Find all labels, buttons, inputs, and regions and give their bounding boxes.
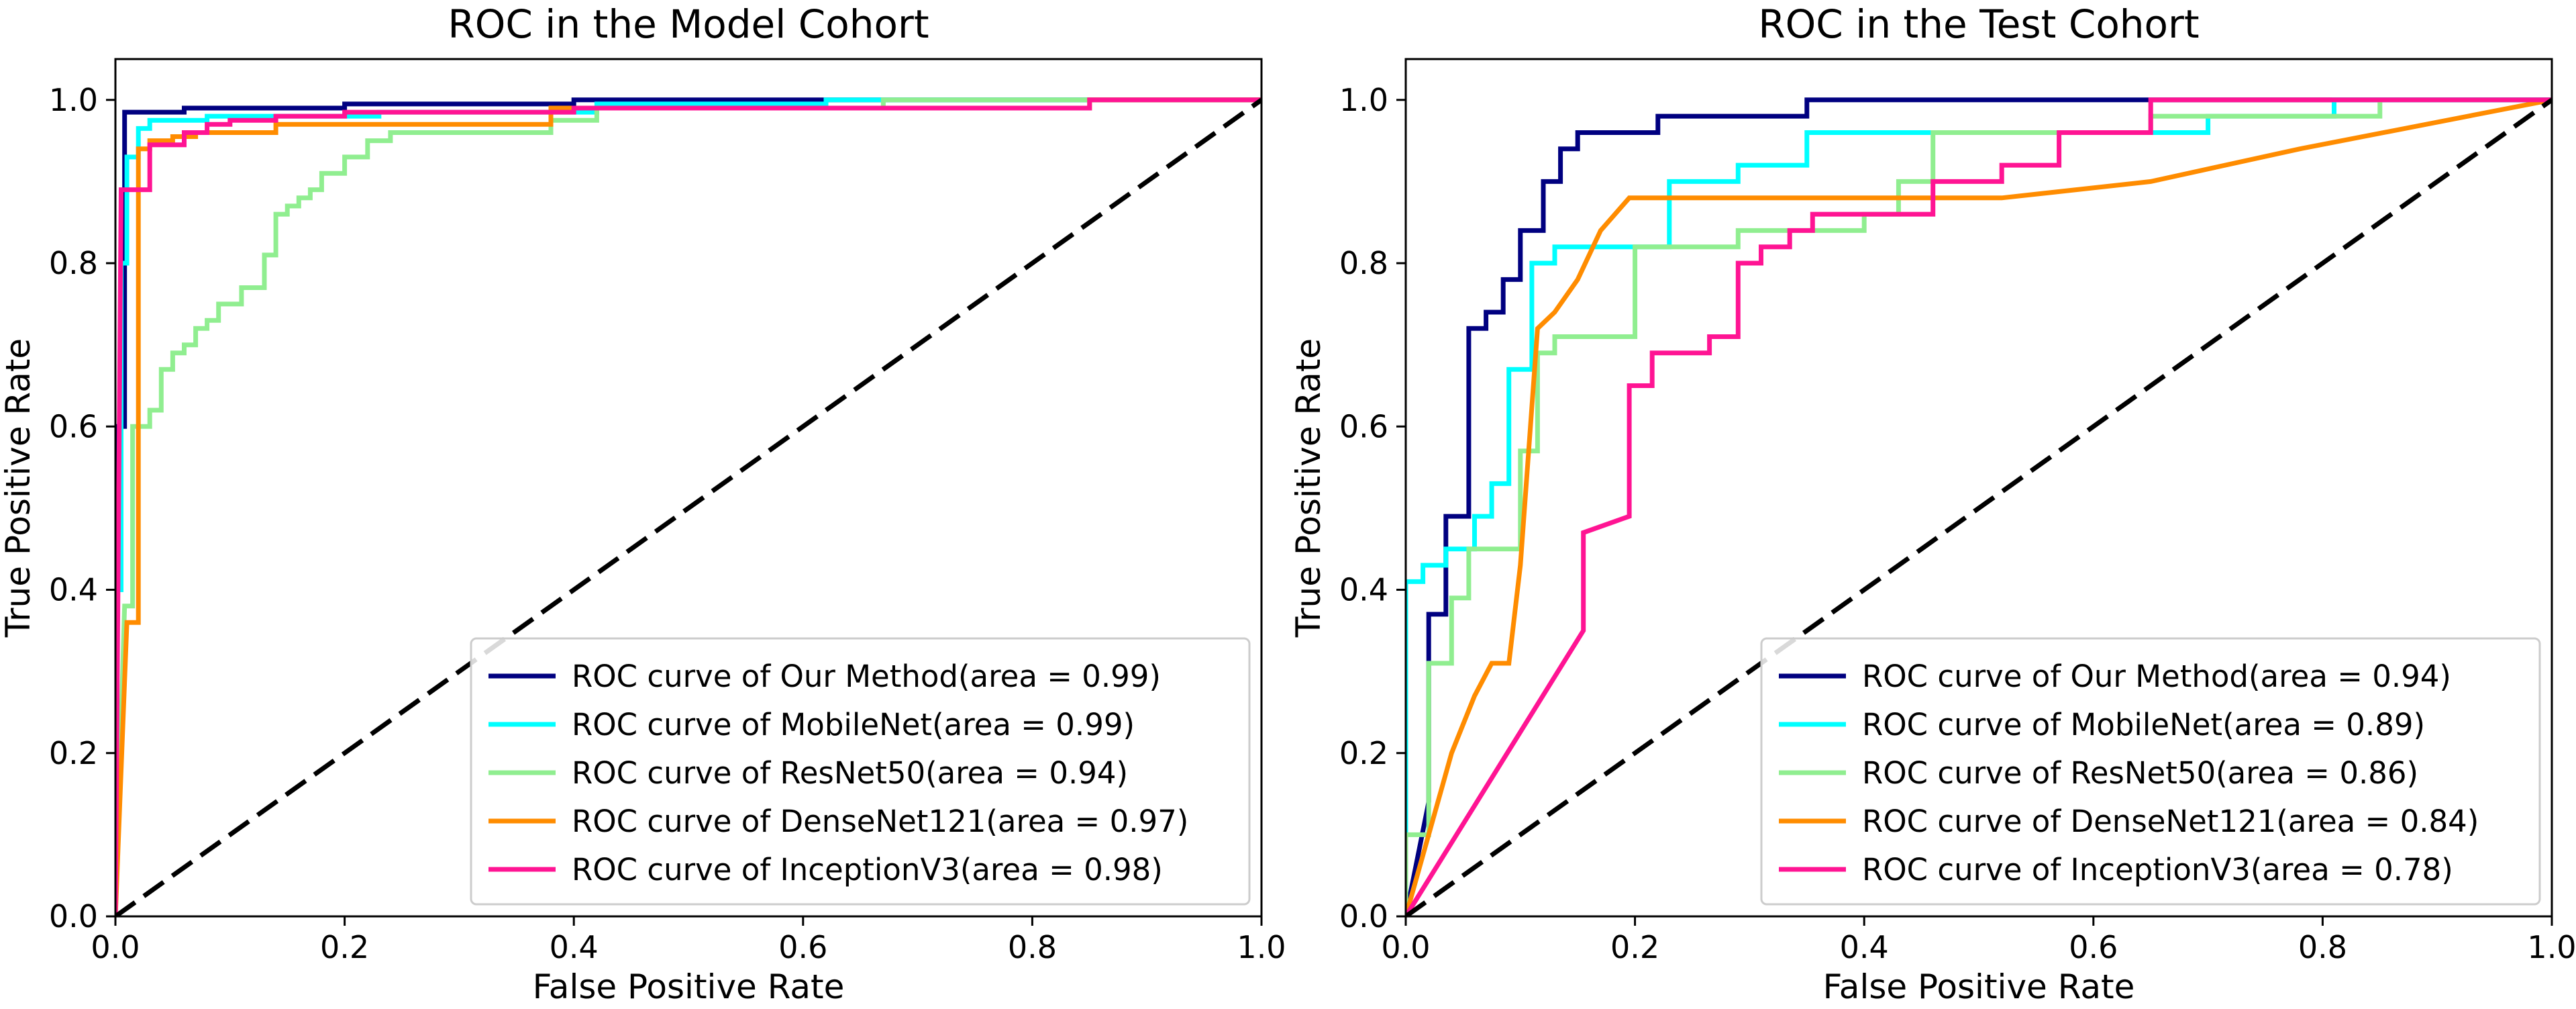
legend-label-1: ROC curve of Our Method(area = 0.99) [572,659,1161,694]
legend-label-2: ROC curve of MobileNet(area = 0.89) [1862,707,2425,742]
y-axis-label: True Positive Rate [0,338,38,638]
y-axis-label: True Positive Rate [1289,338,1328,638]
y-tick-label: 0.6 [1339,408,1388,444]
legend-box [470,637,1251,906]
chart-title: ROC in the Test Cohort [1758,1,2199,47]
y-tick-label: 0.6 [49,408,98,444]
y-tick-label: 0.8 [49,245,98,281]
legend: ROC curve of Our Method(area = 0.99) ROC … [470,637,1251,906]
y-tick-label: 1.0 [49,82,98,118]
x-tick-label: 0.8 [1008,929,1057,965]
legend-label-1: ROC curve of Our Method(area = 0.94) [1862,659,2451,694]
x-tick-label: 0.4 [550,929,599,965]
chart-title: ROC in the Model Cohort [448,1,929,47]
y-tick-label: 0.0 [1339,898,1388,934]
chart-panel-1: ROC in the Model Cohort 0.0 0.2 0.4 0.6 0.8 1.… [0,1,1286,1006]
y-tick-label: 0.4 [49,572,98,608]
legend-label-3: ROC curve of ResNet50(area = 0.86) [1862,755,2418,791]
chance-diagonal-line [1406,97,2552,916]
roc-line-3 [1406,99,2383,916]
legend-label-5: ROC curve of InceptionV3(area = 0.98) [572,852,1163,887]
axes-frame [114,58,1263,918]
x-tick-label: 0.2 [1610,929,1659,965]
y-tick-label: 0.2 [49,735,98,771]
roc-line-5 [115,97,1261,916]
x-tick-label: 0.2 [320,929,369,965]
roc-line-4 [1406,97,2552,916]
x-tick-label: 0.4 [1840,929,1889,965]
roc-line-3 [115,97,1261,916]
legend-label-2: ROC curve of MobileNet(area = 0.99) [572,707,1135,742]
x-tick-label: 0.6 [2069,929,2118,965]
y-tick-label: 0.0 [49,898,98,934]
x-tick-label: 0.6 [778,929,827,965]
chart-panel-2: ROC in the Test Cohort 0.0 0.2 0.4 0.6 0.8 1.0… [1289,1,2576,1006]
y-tick-label: 0.4 [1339,572,1388,608]
legend-label-4: ROC curve of DenseNet121(area = 0.97) [572,804,1188,839]
y-tick-label: 0.2 [1339,735,1388,771]
x-tick-label: 0.8 [2298,929,2347,965]
x-axis-label: False Positive Rate [1823,967,2135,1006]
x-axis-label: False Positive Rate [533,967,845,1006]
legend-box [1760,637,2541,906]
axes-frame [1404,58,2553,918]
x-tick-label: 1.0 [1237,929,1286,965]
legend: ROC curve of Our Method(area = 0.94) ROC … [1760,637,2541,906]
x-tick-label: 0.0 [1381,929,1430,965]
chance-diagonal-line [115,97,1261,916]
y-tick-label: 1.0 [1339,82,1388,118]
plot-area [115,97,1261,916]
legend-label-3: ROC curve of ResNet50(area = 0.94) [572,755,1128,791]
roc-line-1 [1406,97,2552,916]
x-tick-label: 1.0 [2527,929,2576,965]
roc-line-1 [115,97,1261,916]
x-tick-label: 0.0 [91,929,140,965]
y-tick-label: 0.8 [1339,245,1388,281]
legend-label-5: ROC curve of InceptionV3(area = 0.78) [1862,852,2453,887]
plot-area [1406,97,2552,916]
legend-label-4: ROC curve of DenseNet121(area = 0.84) [1862,804,2479,839]
roc-line-5 [1406,97,2552,916]
